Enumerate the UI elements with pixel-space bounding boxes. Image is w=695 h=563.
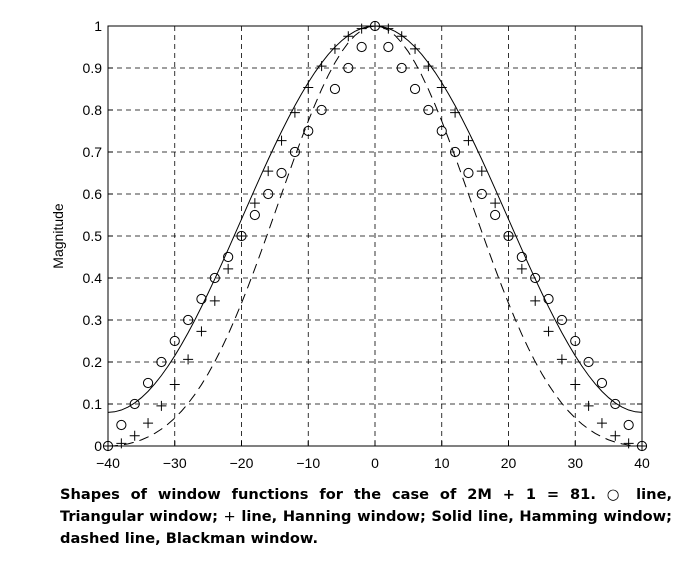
triangular-window-marker [276, 167, 287, 179]
y-tick-label: 0.6 [83, 186, 103, 202]
hanning-window-marker [396, 31, 407, 42]
figure-caption: Shapes of window functions for the case … [60, 484, 672, 550]
y-tick-label: 0.8 [83, 102, 103, 118]
hanning-window-marker [610, 430, 621, 441]
y-tick-label: 0 [94, 438, 102, 454]
grid-lines [108, 26, 642, 446]
triangular-window-marker [223, 251, 234, 263]
triangular-window-marker [289, 146, 300, 158]
triangular-window-marker [169, 335, 180, 347]
hanning-window-marker [516, 263, 527, 274]
hanning-window-marker [530, 295, 541, 306]
y-tick-label: 0.2 [83, 354, 103, 370]
hanning-window-marker [476, 166, 487, 177]
triangular-window-marker [142, 377, 154, 389]
triangular-window-marker [436, 125, 447, 137]
hanning-window-marker [236, 231, 247, 241]
triangular-window-marker [383, 41, 394, 53]
triangular-window-marker [583, 356, 594, 368]
hanning-window-marker [583, 400, 594, 411]
triangular-window-marker [530, 272, 541, 284]
triangular-window-marker [249, 209, 260, 221]
hanning-window-marker [343, 31, 354, 42]
x-tick-label: 10 [434, 455, 450, 471]
y-tick-label: 1 [94, 18, 102, 34]
triangular-window-marker [463, 167, 474, 179]
hanning-window-marker [276, 135, 287, 146]
triangular-window-marker [610, 398, 621, 410]
hanning-window-marker [143, 418, 154, 429]
triangular-window-marker [570, 335, 581, 347]
x-tick-label: 0 [371, 455, 379, 471]
triangular-window-marker [263, 188, 274, 200]
x-tick-label: 30 [567, 455, 583, 471]
hanning-window-marker [410, 43, 421, 54]
hanning-window-marker [463, 135, 474, 146]
hanning-window-marker [623, 438, 634, 449]
triangular-window-marker [556, 314, 568, 326]
x-tick-label: −40 [96, 455, 120, 471]
triangular-window-marker [476, 188, 487, 200]
hanning-window-marker [490, 198, 501, 209]
caption-text-2: line, Triangular window; [60, 486, 678, 525]
tick-labels: −40 −30 −20 −10 0 10 20 30 40 0 0.1 0.2 0.3 0.4 0.5 0.6… [83, 18, 650, 471]
series-layer [102, 20, 648, 452]
hanning-window-marker [223, 263, 234, 274]
triangular-window-marker [343, 62, 354, 74]
x-tick-label: 20 [501, 455, 517, 471]
x-tick-label: −10 [296, 455, 320, 471]
caption-text-1: Shapes of window functions for the case … [60, 486, 607, 503]
triangular-window-marker [423, 104, 434, 116]
blackman-window-line [107, 25, 643, 447]
triangular-window-marker [596, 377, 608, 389]
triangular-window-marker [490, 209, 501, 221]
hanning-window-marker [209, 295, 220, 306]
hanning-window-marker [169, 379, 180, 390]
caption-plus-symbol: + [223, 508, 236, 525]
triangular-window-marker [196, 293, 207, 305]
triangular-window-marker [316, 104, 327, 116]
hanning-window-marker [503, 231, 514, 241]
triangular-window-marker [183, 314, 194, 326]
triangular-window-marker [396, 62, 407, 74]
triangular-window-marker [543, 293, 554, 305]
hanning-window-marker [570, 379, 581, 390]
x-tick-label: −20 [230, 455, 254, 471]
hanning-window-marker [543, 326, 554, 337]
hanning-window-marker [263, 166, 274, 177]
triangular-window-marker [303, 125, 314, 137]
hanning-window-marker [556, 354, 567, 365]
caption-text-3: line, Hanning window; Solid line, Hammin… [60, 508, 678, 547]
y-tick-label: 0.7 [83, 144, 103, 160]
y-tick-label: 0.3 [83, 312, 103, 328]
triangular-window-marker [209, 272, 220, 284]
triangular-window-marker [116, 419, 127, 431]
x-tick-label: −30 [163, 455, 187, 471]
hanning-window-marker [116, 438, 127, 449]
hanning-window-marker [329, 43, 340, 54]
y-tick-label: 0.5 [83, 228, 103, 244]
triangular-window-marker [356, 41, 367, 53]
triangular-window-marker [516, 251, 527, 263]
triangular-window-marker [156, 356, 167, 368]
hanning-window-marker [129, 430, 140, 441]
triangular-window-marker [409, 83, 421, 95]
y-axis-label: Magnitude [50, 203, 66, 269]
x-tick-label: 40 [634, 455, 650, 471]
y-tick-label: 0.4 [83, 270, 103, 286]
triangular-window-marker [329, 83, 341, 95]
hanning-window-marker [196, 326, 207, 337]
tick-marks [107, 25, 643, 447]
y-tick-label: 0.1 [83, 396, 103, 412]
caption-circle-symbol: ○ [606, 486, 626, 503]
triangular-window-marker [623, 419, 634, 431]
y-tick-label: 0.9 [83, 60, 103, 76]
hanning-window-marker [596, 418, 607, 429]
hanning-window-marker [156, 400, 167, 411]
hanning-window-marker [249, 198, 260, 209]
triangular-window-marker [129, 398, 140, 410]
hanning-window-marker [183, 354, 194, 365]
window-functions-chart: −40 −30 −20 −10 0 10 20 30 40 0 0.1 0.2 0.3 0.4 0.5 0.6… [50, 18, 650, 471]
